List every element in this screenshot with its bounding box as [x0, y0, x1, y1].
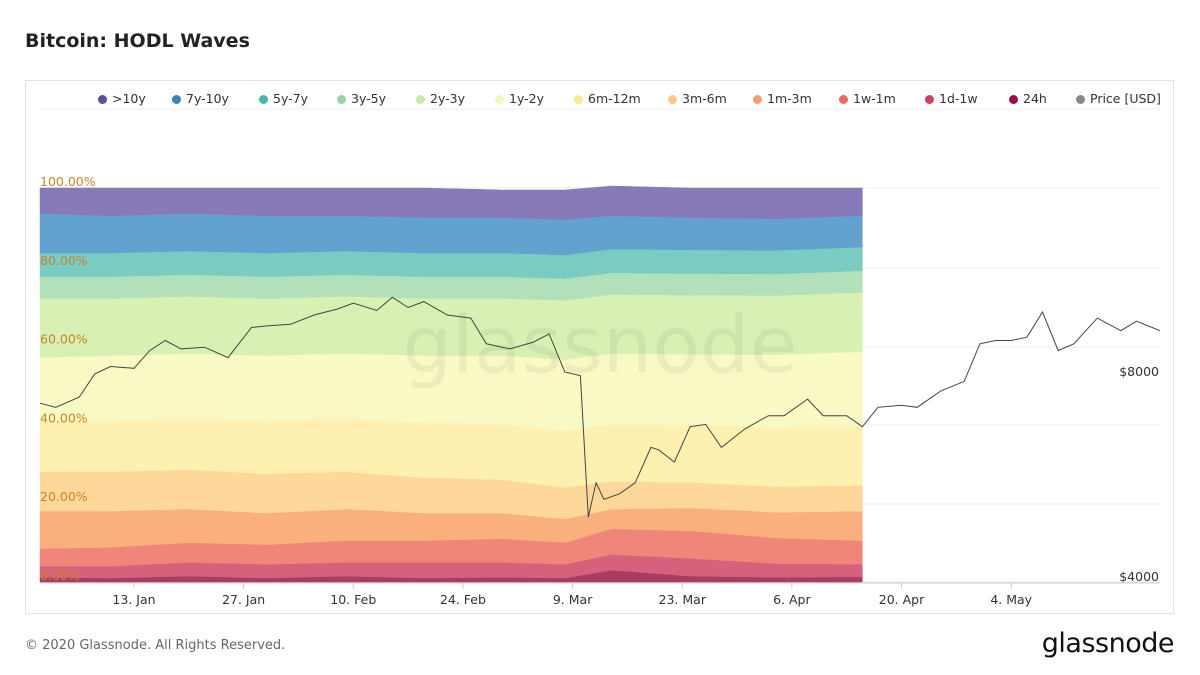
x-tick-label: 4. May	[990, 592, 1032, 607]
x-tick-label: 9. Mar	[553, 592, 593, 607]
copyright-notice: © 2020 Glassnode. All Rights Reserved.	[25, 638, 286, 653]
legend-label: 1w-1m	[853, 91, 896, 106]
legend-label: 2y-3y	[430, 91, 465, 106]
y-tick-label: 20.00%	[40, 489, 88, 504]
legend-item-1d-1w[interactable]: 1d-1w	[925, 91, 978, 106]
y-tick-label: 100.00%	[40, 174, 96, 189]
legend-label: 3y-5y	[351, 91, 386, 106]
legend-marker	[495, 95, 504, 104]
price-tick-label: $4000	[1119, 569, 1159, 584]
x-tick-label: 10. Feb	[330, 592, 376, 607]
x-tick-label: 20. Apr	[879, 592, 925, 607]
chart-frame	[25, 80, 1174, 614]
legend-label: Price [USD]	[1090, 91, 1161, 106]
legend-label: 24h	[1023, 91, 1047, 106]
legend-marker	[1009, 95, 1018, 104]
legend-item-1m-3m[interactable]: 1m-3m	[753, 91, 812, 106]
legend-item-3m-6m[interactable]: 3m-6m	[668, 91, 727, 106]
legend-item-price-usd[interactable]: Price [USD]	[1076, 91, 1161, 106]
legend-marker	[259, 95, 268, 104]
x-tick-label: 13. Jan	[112, 592, 155, 607]
legend-item-10y[interactable]: >10y	[98, 91, 146, 106]
hodl-wave-areas	[39, 185, 863, 583]
y-tick-label: 80.00%	[40, 253, 88, 268]
x-tick-label: 27. Jan	[222, 592, 265, 607]
legend-marker	[574, 95, 583, 104]
y-tick-label: 40.00%	[40, 410, 88, 425]
legend-marker	[925, 95, 934, 104]
legend-item-2y-3y[interactable]: 2y-3y	[416, 91, 465, 106]
legend-label: 5y-7y	[273, 91, 308, 106]
legend-marker	[1076, 95, 1085, 104]
y-tick-label: 0.00%	[40, 568, 80, 583]
legend-marker	[172, 95, 181, 104]
legend-label: 1m-3m	[767, 91, 812, 106]
x-tick-label: 23. Mar	[659, 592, 707, 607]
price-line	[39, 296, 1161, 518]
legend-item-1y-2y[interactable]: 1y-2y	[495, 91, 544, 106]
legend-item-6m-12m[interactable]: 6m-12m	[574, 91, 641, 106]
legend-marker	[98, 95, 107, 104]
legend-label: >10y	[112, 91, 146, 106]
legend-marker	[668, 95, 677, 104]
legend-item-1w-1m[interactable]: 1w-1m	[839, 91, 896, 106]
wave-band-gt10y	[39, 185, 863, 220]
legend-marker	[337, 95, 346, 104]
x-tick-label: 24. Feb	[440, 592, 486, 607]
legend-label: 1y-2y	[509, 91, 544, 106]
legend-marker	[839, 95, 848, 104]
x-tick-label: 6. Apr	[773, 592, 811, 607]
legend-marker	[753, 95, 762, 104]
chart-legend: >10y 7y-10y 5y-7y 3y-5y 2y-3y 1y-2y 6m-12m 3m-6…	[25, 86, 1174, 112]
legend-label: 7y-10y	[186, 91, 229, 106]
wave-band-7y-10y	[39, 213, 863, 256]
watermark: glassnode	[403, 301, 798, 391]
legend-label: 6m-12m	[588, 91, 641, 106]
legend-label: 1d-1w	[939, 91, 978, 106]
legend-item-7y-10y[interactable]: 7y-10y	[172, 91, 229, 106]
price-tick-label: $8000	[1119, 364, 1159, 379]
page-title: Bitcoin: HODL Waves	[25, 30, 250, 52]
glassnode-logo[interactable]: glassnode	[1041, 628, 1175, 659]
legend-item-5y-7y[interactable]: 5y-7y	[259, 91, 308, 106]
legend-marker	[416, 95, 425, 104]
legend-item-3y-5y[interactable]: 3y-5y	[337, 91, 386, 106]
legend-item-24h[interactable]: 24h	[1009, 91, 1047, 106]
legend-label: 3m-6m	[682, 91, 727, 106]
y-tick-label: 60.00%	[40, 332, 88, 347]
